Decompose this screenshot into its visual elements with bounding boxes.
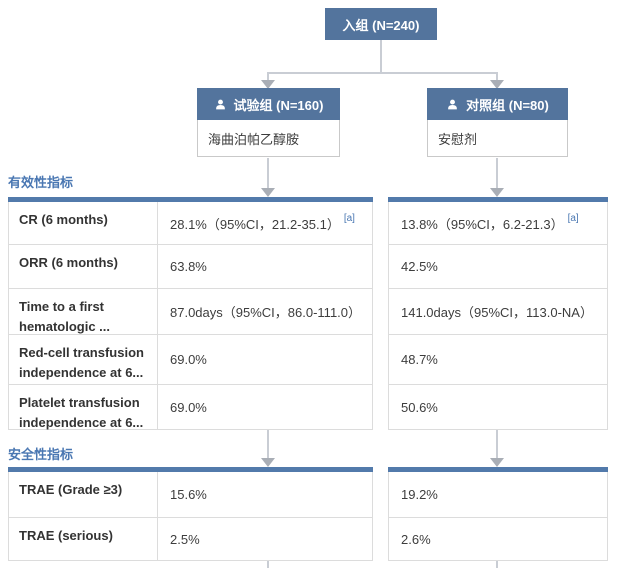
- connector-line: [496, 561, 498, 568]
- control-value: 42.5%: [401, 259, 438, 274]
- table-row: CR (6 months) 28.1%（95%CI，21.2-35.1） [a]: [9, 202, 372, 245]
- connector-line: [267, 72, 498, 74]
- arrow-down-icon: [490, 458, 504, 467]
- test-value: 28.1%（95%CI，21.2-35.1） [a]: [158, 202, 372, 244]
- efficacy-table-test: CR (6 months) 28.1%（95%CI，21.2-35.1） [a] …: [8, 197, 373, 430]
- value-text: 13.8%（95%CI，6.2-21.3）: [401, 216, 564, 232]
- table-row: Platelet transfusion independence at 6..…: [9, 385, 372, 430]
- table-row: 141.0days（95%CI，113.0-NA）: [389, 289, 607, 335]
- test-value: 15.6%: [170, 487, 207, 502]
- control-group-treatment: 安慰剂: [427, 120, 568, 157]
- test-group-treatment: 海曲泊帕乙醇胺: [197, 120, 340, 157]
- table-row: Time to a first hematologic ... 87.0days…: [9, 289, 372, 335]
- enrollment-node: 入组 (N=240): [325, 8, 437, 40]
- table-row: ORR (6 months) 63.8%: [9, 245, 372, 289]
- table-row: 48.7%: [389, 335, 607, 385]
- table-row: Red-cell transfusion independence at 6..…: [9, 335, 372, 385]
- control-value: 141.0days（95%CI，113.0-NA）: [401, 305, 593, 320]
- connector-line: [267, 158, 269, 189]
- test-value: 2.5%: [170, 531, 200, 547]
- test-value: 69.0%: [170, 352, 207, 367]
- arrow-down-icon: [490, 188, 504, 197]
- efficacy-section-title: 有效性指标: [8, 175, 74, 190]
- arrow-down-icon: [261, 80, 275, 89]
- test-group-node: 试验组 (N=160) 海曲泊帕乙醇胺: [197, 88, 340, 157]
- table-row: 50.6%: [389, 385, 607, 429]
- person-icon: [214, 98, 227, 111]
- enrollment-label: 入组 (N=240): [342, 17, 420, 33]
- table-header-bar: [8, 197, 373, 202]
- value-text: 28.1%（95%CI，21.2-35.1）: [170, 216, 340, 232]
- table-row: 13.8%（95%CI，6.2-21.3） [a]: [389, 202, 607, 245]
- connector-line: [267, 72, 269, 81]
- test-value: 63.8%: [170, 259, 207, 274]
- table-row: 19.2%: [389, 472, 607, 518]
- table-row: 42.5%: [389, 245, 607, 289]
- arrow-down-icon: [490, 80, 504, 89]
- connector-line: [496, 430, 498, 459]
- control-value: 50.6%: [401, 399, 438, 415]
- control-value: 19.2%: [401, 487, 438, 502]
- table-row: TRAE (Grade ≥3) 15.6%: [9, 472, 372, 518]
- efficacy-table-control: 13.8%（95%CI，6.2-21.3） [a] 42.5% 141.0days…: [388, 197, 608, 430]
- connector-line: [267, 430, 269, 459]
- control-value: 2.6%: [401, 531, 431, 547]
- row-label: Time to a first hematologic ...: [9, 289, 158, 334]
- table-header-bar: [388, 467, 608, 472]
- test-value: 69.0%: [170, 399, 207, 415]
- connector-line: [496, 72, 498, 81]
- test-group-header: 试验组 (N=160): [197, 88, 340, 120]
- arrow-down-icon: [261, 188, 275, 197]
- row-label: TRAE (serious): [9, 518, 158, 560]
- safety-table-control: 19.2% 2.6%: [388, 467, 608, 561]
- control-value: 48.7%: [401, 352, 438, 367]
- control-value: 13.8%（95%CI，6.2-21.3） [a]: [389, 202, 607, 244]
- footnote-ref[interactable]: [a]: [567, 212, 579, 224]
- footnote-ref[interactable]: [a]: [343, 212, 355, 224]
- connector-line: [380, 40, 382, 73]
- row-label: Red-cell transfusion independence at 6..…: [9, 335, 158, 384]
- table-header-bar: [8, 467, 373, 472]
- table-header-bar: [388, 197, 608, 202]
- person-icon: [446, 98, 459, 111]
- row-label: TRAE (Grade ≥3): [9, 472, 158, 517]
- connector-line: [267, 561, 269, 568]
- control-group-header: 对照组 (N=80): [427, 88, 568, 120]
- safety-table-test: TRAE (Grade ≥3) 15.6% TRAE (serious) 2.5…: [8, 467, 373, 561]
- connector-line: [496, 158, 498, 189]
- test-group-label: 试验组 (N=160): [233, 97, 324, 113]
- arrow-down-icon: [261, 458, 275, 467]
- row-label: CR (6 months): [9, 202, 158, 244]
- test-value: 87.0days（95%CI，86.0-111.0）: [170, 305, 362, 320]
- safety-section-title: 安全性指标: [8, 447, 74, 462]
- row-label: ORR (6 months): [9, 245, 158, 288]
- control-group-node: 对照组 (N=80) 安慰剂: [427, 88, 568, 157]
- control-group-label: 对照组 (N=80): [466, 97, 549, 113]
- table-row: 2.6%: [389, 518, 607, 560]
- row-label: Platelet transfusion independence at 6..…: [9, 385, 158, 430]
- table-row: TRAE (serious) 2.5%: [9, 518, 372, 560]
